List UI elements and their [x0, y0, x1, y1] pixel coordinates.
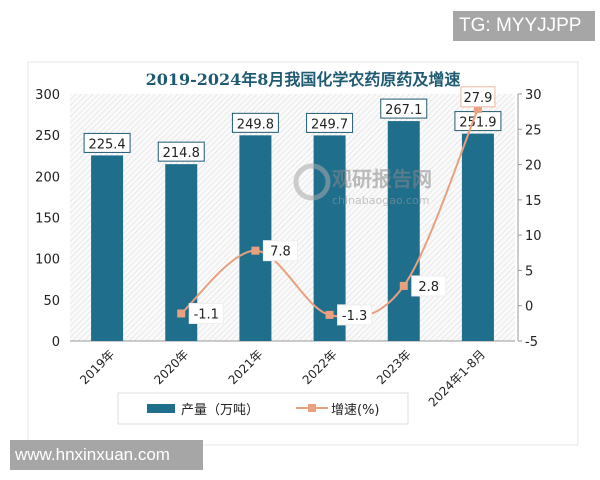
- watermark-bottom: www.hnxinxuan.com: [10, 440, 203, 470]
- bar-label-box: [157, 141, 205, 162]
- growth-marker: [325, 310, 334, 319]
- left-tick-label: 200: [35, 170, 60, 185]
- legend-line-label: 增速(%): [331, 403, 380, 418]
- legend: 产量（万吨） 增速(%): [117, 392, 409, 425]
- logo-watermark: 观研报告网 chinabaogao.com: [293, 163, 432, 207]
- growth-data-label: 7.8: [270, 245, 291, 260]
- legend-bar-label: 产量（万吨）: [181, 403, 259, 418]
- legend-bar-swatch: [147, 404, 175, 413]
- left-tick-label: 300: [35, 88, 60, 103]
- logo-text: 观研报告网: [332, 167, 432, 191]
- bar-label-box: [380, 98, 428, 119]
- right-tick-label: 10: [525, 229, 542, 244]
- bar-label-box: [306, 112, 354, 133]
- left-tick-label: 100: [35, 253, 60, 268]
- growth-marker: [177, 309, 186, 318]
- growth-data-label: 2.8: [418, 280, 439, 295]
- right-tick-label: 5: [525, 264, 533, 279]
- growth-marker: [251, 246, 260, 255]
- growth-data-label: -1.3: [342, 309, 367, 324]
- right-tick-label: 30: [525, 88, 542, 103]
- plot-area: [70, 94, 515, 341]
- bar: [239, 135, 272, 341]
- growth-marker: [473, 104, 482, 113]
- bar: [387, 121, 420, 341]
- growth-data-label: 27.9: [463, 91, 492, 106]
- bar-data-label: 249.8: [237, 117, 274, 132]
- growth-label-box: [262, 240, 298, 262]
- right-tick-label: 20: [525, 159, 542, 174]
- growth-data-label: -1.1: [194, 307, 219, 322]
- bar-data-label: 214.8: [163, 146, 200, 161]
- bar: [91, 155, 124, 341]
- bar-data-label: 267.1: [385, 103, 422, 118]
- watermark-top: TG: MYYJJPP: [453, 11, 595, 41]
- bar: [461, 133, 494, 341]
- right-tick-label: 0: [525, 300, 533, 315]
- growth-marker: [399, 281, 408, 290]
- growth-label-box: [460, 86, 496, 108]
- left-tick-label: 50: [43, 294, 60, 309]
- bar-data-label: 249.7: [311, 117, 348, 132]
- left-tick-label: 150: [35, 212, 60, 227]
- bar-label-box: [231, 112, 279, 133]
- right-tick-label: 15: [525, 194, 542, 209]
- right-tick-label: -5: [525, 335, 538, 350]
- logo-url: chinabaogao.com: [332, 194, 430, 207]
- left-tick-label: 0: [52, 335, 60, 350]
- growth-label-box: [188, 302, 224, 324]
- chart-title: 2019-2024年8月我国化学农药原药及增速: [146, 70, 461, 89]
- right-tick-label: 25: [525, 123, 542, 138]
- bar-label-box: [83, 132, 131, 153]
- bar-data-label: 225.4: [88, 137, 125, 152]
- left-tick-label: 250: [35, 129, 60, 144]
- growth-label-box: [337, 304, 373, 326]
- growth-label-box: [411, 275, 447, 297]
- bar-data-label: 251.9: [459, 116, 496, 131]
